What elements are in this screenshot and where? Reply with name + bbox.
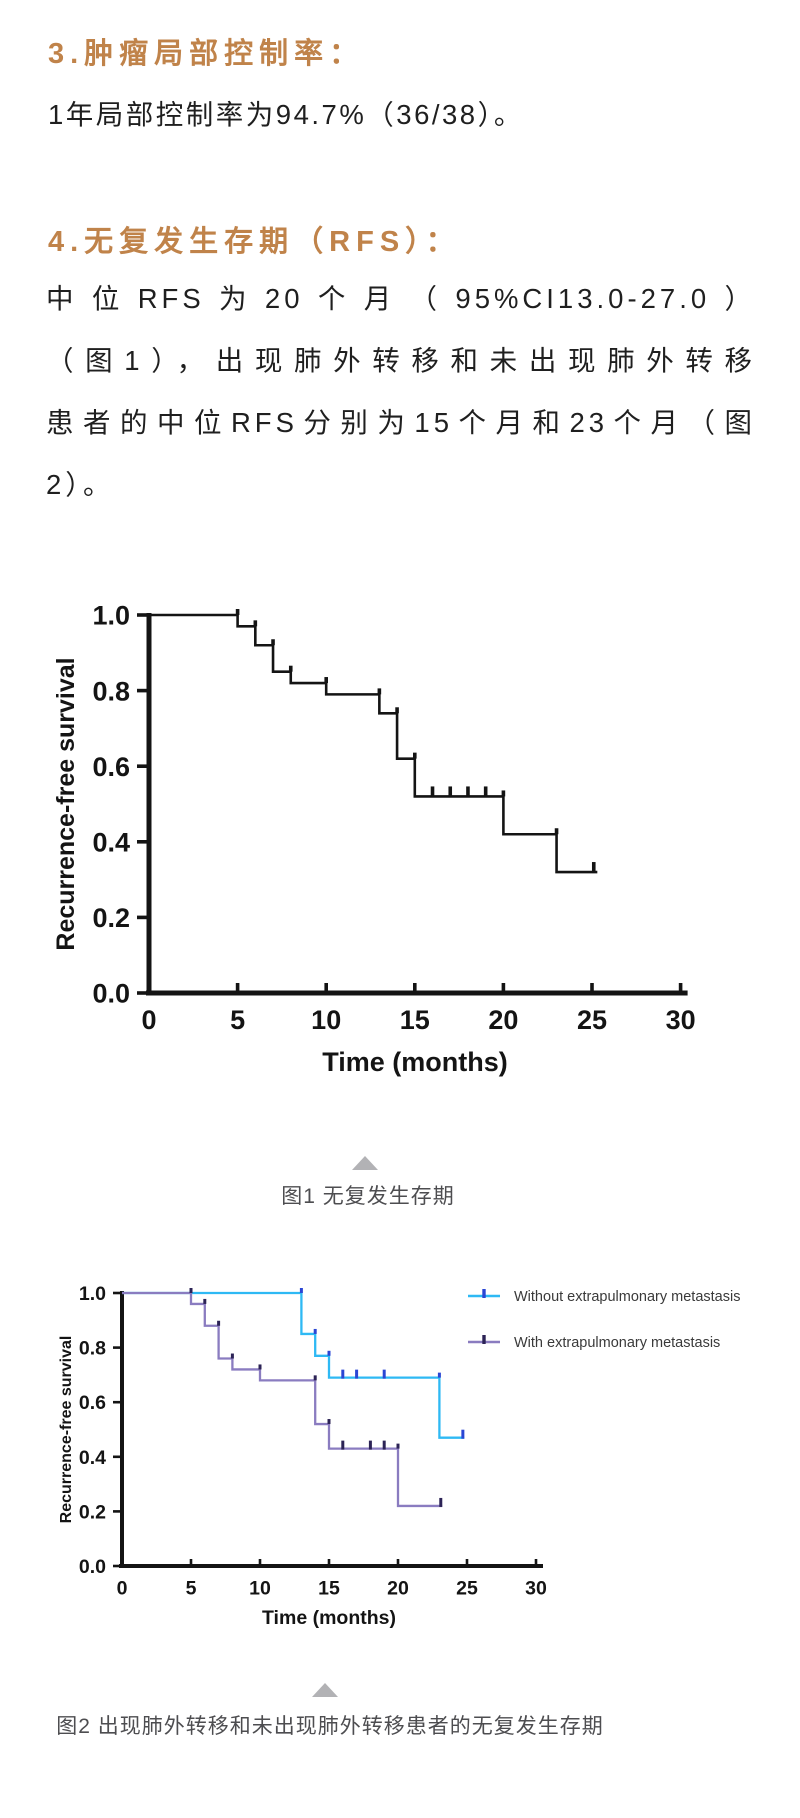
svg-text:0.2: 0.2 — [79, 1501, 106, 1523]
svg-text:30: 30 — [666, 1005, 696, 1035]
svg-text:20: 20 — [488, 1005, 518, 1035]
paragraph-line: （图1），出现肺外转移和未出现肺外转移 — [46, 345, 756, 376]
svg-text:15: 15 — [318, 1578, 340, 1600]
paragraph-line: 2）。 — [46, 469, 115, 500]
collapse-triangle-icon — [312, 1683, 338, 1697]
section-4-paragraph: 中位RFS为20个月（95%CI13.0-27.0） （图1），出现肺外转移和未… — [46, 268, 756, 516]
svg-text:5: 5 — [186, 1578, 197, 1600]
svg-text:25: 25 — [456, 1578, 478, 1600]
svg-text:30: 30 — [525, 1578, 547, 1600]
svg-text:0.4: 0.4 — [92, 828, 130, 858]
svg-text:0.6: 0.6 — [92, 752, 130, 782]
section-3-heading: 3.肿瘤局部控制率： — [48, 38, 365, 70]
svg-text:10: 10 — [311, 1005, 341, 1035]
svg-text:0.4: 0.4 — [79, 1447, 106, 1469]
svg-text:0.8: 0.8 — [79, 1338, 106, 1360]
svg-text:Time (months): Time (months) — [262, 1607, 396, 1629]
svg-text:0.0: 0.0 — [79, 1556, 106, 1578]
svg-text:1.0: 1.0 — [79, 1283, 106, 1305]
figure2-caption: 图2 出现肺外转移和未出现肺外转移患者的无复发生存期 — [56, 1715, 604, 1738]
svg-text:With extrapulmonary metastasis: With extrapulmonary metastasis — [514, 1335, 720, 1351]
figure1-km-chart: 0.0 0.2 0.4 0.6 0.8 1.0 0 5 10 15 20 25 30 Time (mont… — [52, 601, 696, 1077]
figure2-km-chart: 0.0 0.2 0.4 0.6 0.8 1.0 0 5 10 15 20 25 30 Time (mont… — [58, 1283, 740, 1629]
section-4-heading: 4.无复发生存期（RFS）： — [48, 226, 461, 258]
section-3-body-line: 1年局部控制率为94.7%（36/38）。 — [48, 99, 524, 130]
collapse-triangle-icon — [352, 1156, 378, 1170]
svg-text:Recurrence-free survival: Recurrence-free survival — [58, 1336, 75, 1524]
svg-text:0.8: 0.8 — [92, 676, 130, 706]
svg-text:Recurrence-free survival: Recurrence-free survival — [52, 657, 80, 950]
svg-text:0.6: 0.6 — [79, 1392, 106, 1414]
paragraph-line: 中位RFS为20个月（95%CI13.0-27.0） — [46, 283, 756, 314]
svg-text:25: 25 — [577, 1005, 607, 1035]
svg-text:5: 5 — [230, 1005, 245, 1035]
svg-text:15: 15 — [400, 1005, 430, 1035]
figure1-caption: 图1 无复发生存期 — [281, 1185, 455, 1208]
svg-text:1.0: 1.0 — [92, 601, 130, 631]
svg-text:Without extrapulmonary metasta: Without extrapulmonary metastasis — [514, 1289, 740, 1305]
svg-text:0: 0 — [141, 1005, 156, 1035]
svg-text:Time (months): Time (months) — [322, 1047, 508, 1077]
svg-text:20: 20 — [387, 1578, 409, 1600]
svg-text:10: 10 — [249, 1578, 271, 1600]
svg-text:0.0: 0.0 — [92, 979, 130, 1009]
svg-text:0.2: 0.2 — [92, 903, 130, 933]
svg-text:0: 0 — [117, 1578, 128, 1600]
paragraph-line: 患者的中位RFS分别为15个月和23个月（图 — [46, 407, 756, 438]
